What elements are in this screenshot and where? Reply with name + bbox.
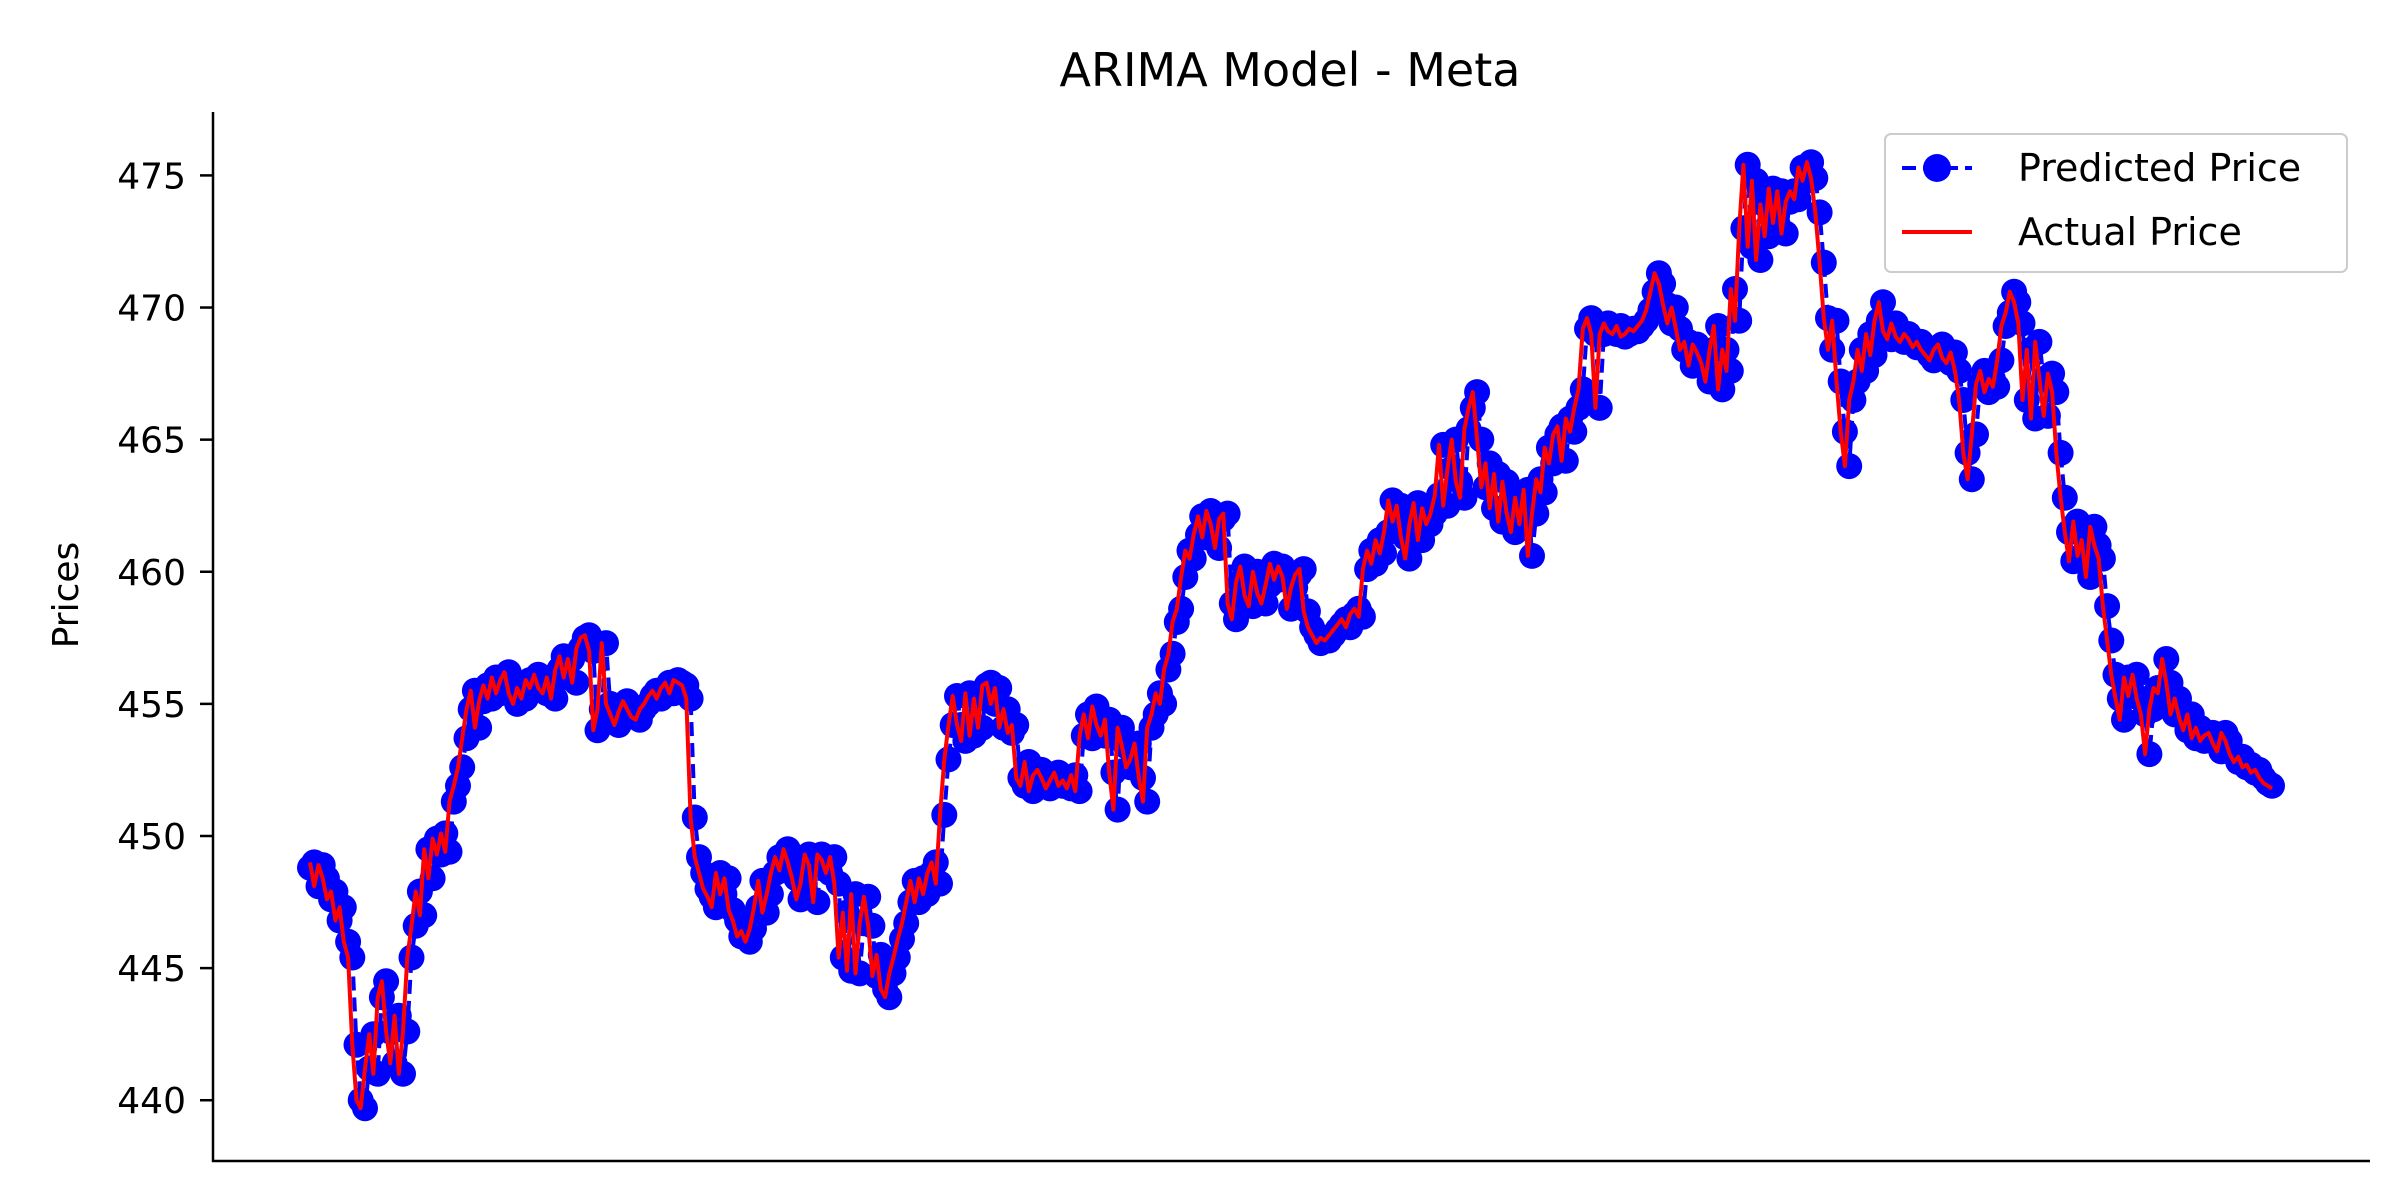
predicted-price-point [390, 1060, 416, 1087]
predicted-price-point [339, 944, 366, 971]
predicted-price-point [1772, 220, 1799, 247]
predicted-price-point [1206, 535, 1233, 561]
predicted-price-point [1290, 556, 1317, 583]
y-tick-label: 475 [117, 156, 186, 197]
predicted-price-point [2051, 484, 2078, 511]
predicted-price-point [1963, 421, 1989, 448]
y-axis-ticks: 440 445 450 455 460 465 470 475 [117, 156, 213, 1122]
predicted-price-point [1134, 788, 1161, 815]
y-tick-label: 460 [117, 553, 186, 594]
actual-price-line [308, 160, 2274, 1111]
predicted-price-point [449, 754, 476, 781]
predicted-price-point [373, 968, 400, 995]
predicted-price-point [804, 889, 831, 916]
legend: Predicted Price Actual Price [1884, 133, 2348, 273]
predicted-price-point [1586, 394, 1613, 421]
y-tick-label: 455 [117, 685, 186, 726]
predicted-price-point [1810, 249, 1837, 276]
predicted-price-point [1823, 307, 1850, 334]
predicted-price-point [398, 944, 425, 971]
predicted-price-point [1836, 453, 1863, 480]
chart-title: ARIMA Model - Meta [1060, 43, 1521, 97]
y-tick-label: 470 [117, 289, 186, 330]
predicted-price-point [563, 669, 590, 696]
y-tick-label: 445 [117, 949, 186, 990]
predicted-price-point [2259, 772, 2285, 799]
legend-actual-label: Actual Price [2018, 210, 2242, 254]
predicted-price-point [1519, 542, 1545, 569]
predicted-price-point [466, 714, 493, 741]
legend-predicted-swatch-marker [1923, 154, 1951, 182]
legend-predicted-label: Predicted Price [2018, 146, 2301, 190]
y-tick-label: 440 [117, 1081, 186, 1122]
predicted-price-point [2136, 741, 2163, 768]
predicted-price-point [1958, 466, 1985, 493]
plot-area [297, 149, 2285, 1122]
predicted-price-point [1104, 796, 1131, 823]
predicted-price-point [931, 801, 958, 828]
predicted-price-point [1988, 347, 2015, 374]
predicted-price-point [681, 804, 708, 831]
predicted-price-point [855, 883, 882, 910]
predicted-price-point [1214, 500, 1241, 527]
predicted-price-point [1464, 379, 1491, 406]
y-axis-label: Prices [46, 542, 87, 649]
predicted-price-point [1747, 247, 1774, 273]
predicted-price-point [859, 912, 886, 939]
predicted-price-point [2153, 646, 2180, 672]
predicted-price-point [927, 870, 953, 897]
predicted-price-point [2026, 328, 2053, 355]
predicted-price-point [1806, 199, 1833, 226]
predicted-price-point [2047, 439, 2074, 466]
predicted-price-point [1468, 426, 1495, 453]
predicted-price-point [2034, 402, 2061, 429]
predicted-price-point [1552, 447, 1579, 474]
predicted-price-point [2094, 593, 2121, 620]
predicted-price-point [2098, 627, 2125, 654]
y-tick-label: 465 [117, 421, 186, 462]
predicted-price-point [593, 630, 619, 657]
predicted-price-point [1159, 640, 1186, 667]
y-tick-label: 450 [117, 817, 186, 858]
legend-frame [1884, 133, 2348, 273]
